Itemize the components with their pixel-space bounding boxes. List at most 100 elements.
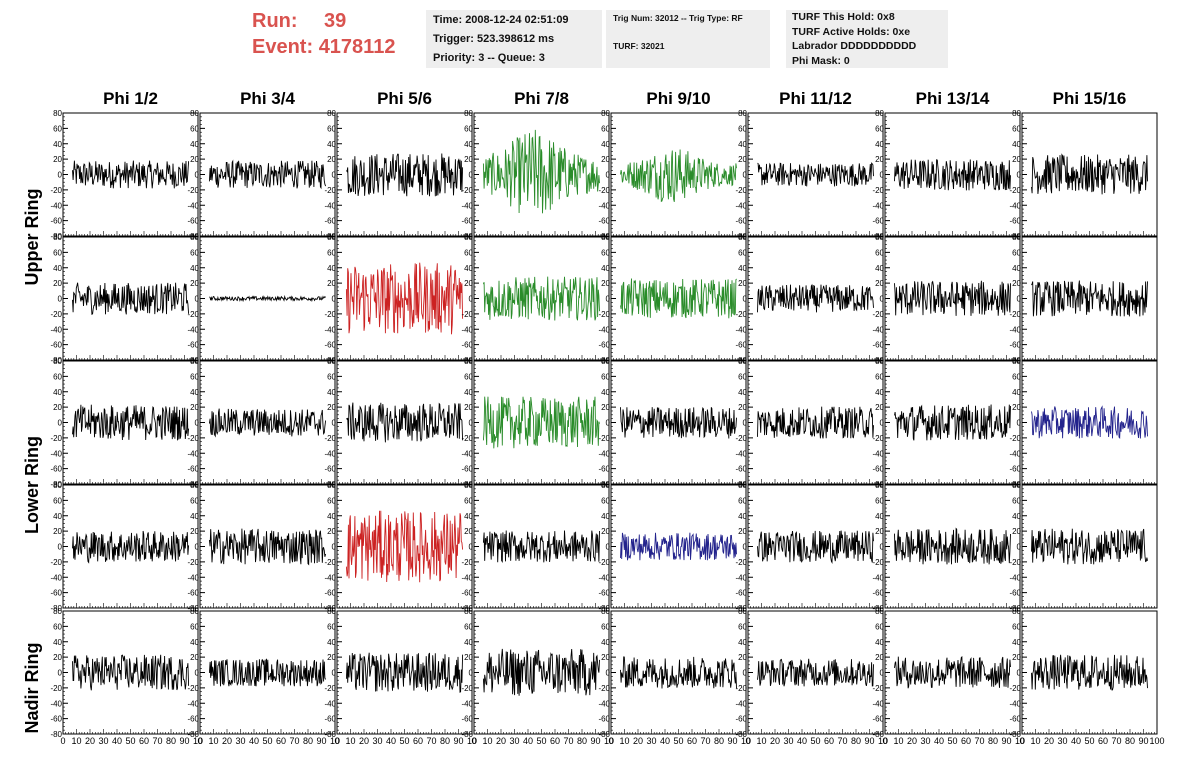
y-tick-label: -60: [187, 217, 199, 226]
y-tick-label: 80: [738, 109, 747, 118]
waveform-trace: [209, 294, 326, 303]
y-tick-label: 40: [464, 638, 473, 647]
y-tick-label: 20: [738, 527, 747, 536]
y-tick-label: 60: [1012, 496, 1021, 505]
y-tick-label: -40: [50, 449, 62, 458]
y-tick-label: 80: [1012, 233, 1021, 242]
x-tick-label: 0: [197, 736, 202, 746]
y-tick-label: -80: [187, 604, 199, 613]
y-tick-label: 0: [195, 419, 200, 428]
y-tick-label: 60: [875, 372, 884, 381]
y-tick-label: -60: [187, 589, 199, 598]
x-tick-label: 50: [536, 736, 546, 746]
y-tick-label: -60: [324, 589, 336, 598]
phi-column-label: Phi 1/2: [103, 89, 158, 108]
waveform-trace: [620, 278, 737, 319]
y-tick-label: -40: [1009, 449, 1021, 458]
y-tick-label: -80: [50, 356, 62, 365]
y-tick-label: 0: [880, 543, 885, 552]
y-tick-label: -40: [735, 325, 747, 334]
y-tick-label: 20: [875, 527, 884, 536]
y-tick-label: 60: [53, 372, 62, 381]
y-tick-label: 60: [1012, 248, 1021, 257]
y-tick-label: -40: [187, 573, 199, 582]
y-tick-label: 40: [601, 388, 610, 397]
phi-column-label: Phi 11/12: [779, 89, 852, 108]
y-tick-label: -20: [1009, 186, 1021, 195]
x-tick-label: 90: [316, 736, 326, 746]
y-tick-label: -20: [324, 434, 336, 443]
y-tick-label: -20: [598, 558, 610, 567]
y-tick-label: 80: [53, 233, 62, 242]
trig-num-line: Trig Num: 32012 -- Trig Type: RF: [613, 13, 743, 23]
y-tick-label: 20: [1012, 155, 1021, 164]
y-tick-label: -60: [50, 217, 62, 226]
x-tick-label: 10: [467, 736, 477, 746]
y-tick-label: -20: [461, 558, 473, 567]
x-tick-label: 0: [608, 736, 613, 746]
y-tick-label: -20: [1009, 434, 1021, 443]
x-tick-label: 30: [372, 736, 382, 746]
y-tick-label: 80: [738, 481, 747, 490]
turf-this-hold: TURF This Hold: 0x8: [792, 11, 895, 23]
y-tick-label: 60: [738, 496, 747, 505]
y-tick-label: 0: [1017, 419, 1022, 428]
y-tick-label: 40: [327, 388, 336, 397]
x-tick-label: 0: [334, 736, 339, 746]
y-tick-label: 60: [327, 372, 336, 381]
y-tick-label: 80: [1012, 109, 1021, 118]
y-tick-label: -60: [598, 589, 610, 598]
y-tick-label: 80: [464, 607, 473, 616]
y-tick-label: 20: [190, 403, 199, 412]
y-tick-label: 80: [1012, 357, 1021, 366]
phi-column-label: Phi 3/4: [240, 89, 295, 108]
x-tick-label: 10: [71, 736, 81, 746]
y-tick-label: -20: [598, 684, 610, 693]
y-tick-label: -40: [461, 449, 473, 458]
y-tick-label: 80: [738, 607, 747, 616]
y-tick-label: -20: [735, 434, 747, 443]
y-tick-label: -60: [872, 341, 884, 350]
waveform-trace: [482, 530, 600, 563]
x-tick-label: 80: [714, 736, 724, 746]
phi-column-label: Phi 7/8: [514, 89, 569, 108]
y-tick-label: 60: [190, 124, 199, 133]
y-tick-label: 40: [601, 140, 610, 149]
x-tick-label: 80: [1125, 736, 1135, 746]
y-tick-label: -60: [187, 465, 199, 474]
y-tick-label: -80: [50, 604, 62, 613]
y-tick-label: 40: [53, 140, 62, 149]
x-tick-label: 90: [727, 736, 737, 746]
y-tick-label: 40: [53, 388, 62, 397]
y-tick-label: 20: [738, 155, 747, 164]
waveform-trace: [757, 658, 874, 687]
x-tick-label: 80: [440, 736, 450, 746]
y-tick-label: -40: [50, 573, 62, 582]
y-tick-label: 20: [875, 155, 884, 164]
y-tick-label: 0: [469, 171, 474, 180]
y-tick-label: -20: [1009, 684, 1021, 693]
x-tick-label: 70: [289, 736, 299, 746]
waveform-trace: [1031, 528, 1148, 565]
y-tick-label: 20: [190, 527, 199, 536]
y-tick-label: -20: [872, 684, 884, 693]
x-tick-label: 10: [1015, 736, 1025, 746]
x-tick-label: 50: [1084, 736, 1094, 746]
labrador-line: Labrador DDDDDDDDDD: [792, 40, 917, 52]
y-tick-label: 0: [195, 669, 200, 678]
y-tick-label: 60: [601, 248, 610, 257]
y-tick-label: -20: [324, 186, 336, 195]
y-tick-label: -20: [324, 558, 336, 567]
y-tick-label: -60: [187, 341, 199, 350]
y-tick-label: -80: [1009, 604, 1021, 613]
waveform-trace: [1031, 654, 1148, 691]
x-tick-label: 20: [496, 736, 506, 746]
y-tick-label: 0: [332, 171, 337, 180]
y-tick-label: 20: [53, 653, 62, 662]
y-tick-label: -80: [50, 480, 62, 489]
x-tick-label: 30: [509, 736, 519, 746]
y-tick-label: 80: [601, 357, 610, 366]
y-tick-label: -40: [461, 325, 473, 334]
y-tick-label: -60: [324, 217, 336, 226]
waveform-trace: [72, 282, 190, 316]
